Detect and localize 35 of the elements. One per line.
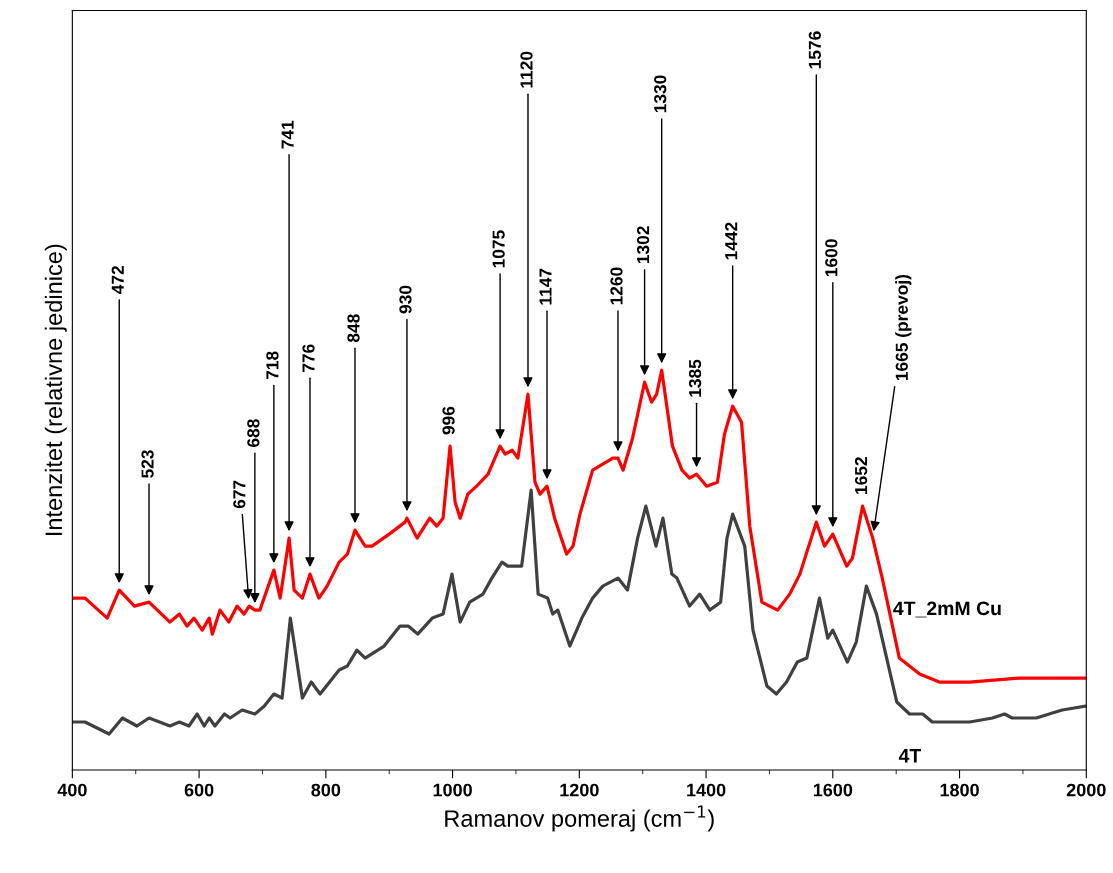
annotation: 1652 xyxy=(854,457,868,494)
annotation: 741 xyxy=(281,120,294,149)
x-tick-label: 2000 xyxy=(1066,783,1106,797)
annotation: 677 xyxy=(233,480,246,509)
x-tick-label: 600 xyxy=(184,783,214,797)
x-tick-label: 1600 xyxy=(813,783,853,797)
x-tick-label: 1200 xyxy=(560,783,599,797)
annotation: 1330 xyxy=(654,75,667,113)
annotation: 1120 xyxy=(520,51,533,88)
annotation: 718 xyxy=(266,351,279,380)
series-label: 4T_2mM Cu xyxy=(893,601,1001,618)
annotation: 1385 xyxy=(688,359,702,397)
annotation: 1576 xyxy=(808,31,821,69)
annotation: 1075 xyxy=(492,230,505,268)
y-axis-title: Intenzitet (relativne jedinice) xyxy=(44,244,67,536)
x-tick-label: 400 xyxy=(57,783,87,797)
annotation: 1260 xyxy=(610,267,623,305)
x-tick-label: 1400 xyxy=(687,783,726,797)
annotation: 930 xyxy=(399,285,412,314)
annotation: 1442 xyxy=(725,222,738,260)
annotation: 776 xyxy=(302,344,315,372)
annotation: 848 xyxy=(347,314,360,343)
x-axis-title: Ramanov pomeraj (cm$^{−1}$) xyxy=(445,805,714,832)
annotation: 472 xyxy=(111,266,124,295)
annotation: 1665 (prevoj) xyxy=(895,274,912,381)
series-label: 4T xyxy=(898,749,922,763)
x-tick-label: 1000 xyxy=(433,783,472,797)
annotation: 523 xyxy=(141,450,154,478)
annotation: 1302 xyxy=(636,226,650,264)
x-tick-label: 800 xyxy=(311,783,341,797)
annotation: 1600 xyxy=(825,239,838,277)
annotation: 688 xyxy=(247,419,260,447)
x-tick-label: 1800 xyxy=(940,783,979,797)
annotation: 1147 xyxy=(539,268,552,305)
annotation: 996 xyxy=(442,406,455,435)
